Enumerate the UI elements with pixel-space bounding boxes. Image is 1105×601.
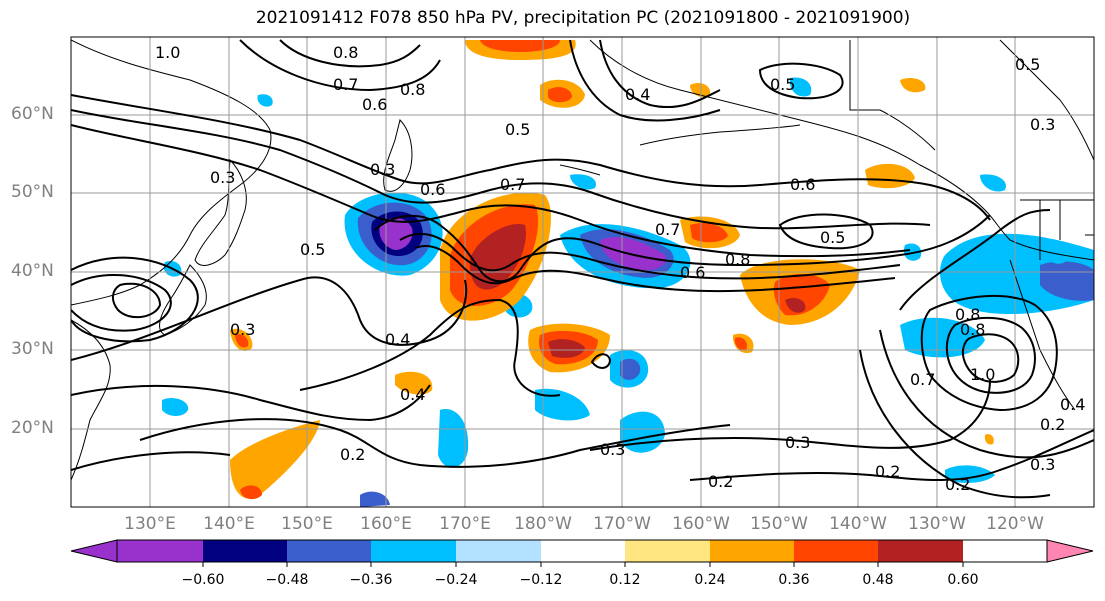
lon-label: 170°E	[439, 514, 491, 534]
lat-label: 50°N	[11, 182, 54, 202]
lat-label: 60°N	[11, 104, 54, 124]
svg-text:1.0: 1.0	[970, 365, 995, 384]
page-title: 2021091412 F078 850 hPa PV, precipitatio…	[255, 8, 911, 28]
colorbar-segment	[117, 540, 203, 562]
lon-label: 170°W	[593, 514, 651, 534]
lon-label: 150°E	[281, 514, 333, 534]
lon-label: 130°W	[908, 514, 966, 534]
colorbar-tick-label: 0.48	[862, 572, 894, 588]
colorbar-segment	[371, 540, 456, 562]
svg-text:0.2: 0.2	[708, 472, 733, 491]
lat-label: 40°N	[11, 261, 54, 281]
colorbar-segment	[287, 540, 371, 562]
svg-text:0.8: 0.8	[955, 305, 980, 324]
colorbar-tick-label: −0.48	[265, 572, 309, 588]
svg-text:0.8: 0.8	[960, 320, 985, 339]
svg-text:0.4: 0.4	[400, 385, 425, 404]
svg-text:0.7: 0.7	[500, 175, 525, 194]
svg-text:0.7: 0.7	[655, 220, 680, 239]
svg-text:0.7: 0.7	[910, 370, 935, 389]
svg-text:0.2: 0.2	[875, 462, 900, 481]
lon-label: 140°E	[203, 514, 255, 534]
svg-text:0.2: 0.2	[1040, 415, 1065, 434]
colorbar-tick-label: −0.12	[519, 572, 563, 588]
svg-text:0.6: 0.6	[790, 175, 815, 194]
svg-text:0.3: 0.3	[1030, 455, 1055, 474]
lon-label: 160°E	[360, 514, 412, 534]
colorbar-tick-label: −0.36	[349, 572, 393, 588]
svg-text:0.6: 0.6	[680, 263, 705, 282]
colorbar-segment	[878, 540, 963, 562]
colorbar-tick-label: −0.60	[181, 572, 225, 588]
svg-text:0.5: 0.5	[820, 228, 845, 247]
svg-text:0.8: 0.8	[725, 250, 750, 269]
svg-text:0.2: 0.2	[945, 475, 970, 494]
colorbar-tick-label: 0.36	[778, 572, 810, 588]
svg-text:0.5: 0.5	[1015, 55, 1040, 74]
lat-label: 20°N	[11, 418, 54, 438]
svg-text:0.3: 0.3	[600, 440, 625, 459]
colorbar-segment	[1047, 540, 1093, 562]
svg-text:0.6: 0.6	[362, 95, 387, 114]
lon-label: 140°W	[829, 514, 887, 534]
svg-text:0.4: 0.4	[1060, 395, 1085, 414]
colorbar-tick-label: 0.24	[694, 572, 726, 588]
svg-text:0.3: 0.3	[230, 320, 255, 339]
lat-label: 30°N	[11, 339, 54, 359]
precip-positive-shading	[230, 40, 994, 500]
lon-label: 160°W	[672, 514, 730, 534]
lon-label: 150°W	[750, 514, 808, 534]
colorbar-segment	[710, 540, 794, 562]
svg-text:0.5: 0.5	[770, 75, 795, 94]
svg-text:0.7: 0.7	[333, 75, 358, 94]
svg-text:0.3: 0.3	[1030, 115, 1055, 134]
svg-text:0.2: 0.2	[340, 445, 365, 464]
colorbar-tick-label: 0.60	[947, 572, 979, 588]
svg-text:0.3: 0.3	[370, 160, 395, 179]
svg-text:0.8: 0.8	[333, 43, 358, 62]
svg-text:0.5: 0.5	[505, 120, 530, 139]
colorbar-segment	[794, 540, 878, 562]
colorbar-tick-label: 0.12	[609, 572, 641, 588]
colorbar-segment	[625, 540, 710, 562]
svg-text:0.3: 0.3	[785, 433, 810, 452]
map-frame	[70, 36, 1095, 508]
colorbar-segment	[203, 540, 287, 562]
lon-label: 180°W	[514, 514, 572, 534]
svg-text:0.4: 0.4	[385, 330, 410, 349]
colorbar-segment	[541, 540, 625, 562]
colorbar-segment	[456, 540, 541, 562]
svg-text:0.6: 0.6	[420, 180, 445, 199]
pv-contours	[71, 39, 1094, 499]
lon-label: 120°W	[986, 514, 1044, 534]
lon-label: 130°E	[124, 514, 176, 534]
colorbar-tick-label: −0.24	[434, 572, 478, 588]
svg-text:0.8: 0.8	[400, 80, 425, 99]
svg-text:0.4: 0.4	[625, 85, 650, 104]
svg-text:1.0: 1.0	[155, 43, 180, 62]
svg-text:0.3: 0.3	[210, 168, 235, 187]
pv-contour-labels: 1.0 0.8 0.7 0.6 0.8 0.5 0.4 0.5 0.6 0.3 …	[155, 43, 1085, 494]
colorbar-segment	[71, 540, 117, 562]
svg-text:0.5: 0.5	[300, 240, 325, 259]
